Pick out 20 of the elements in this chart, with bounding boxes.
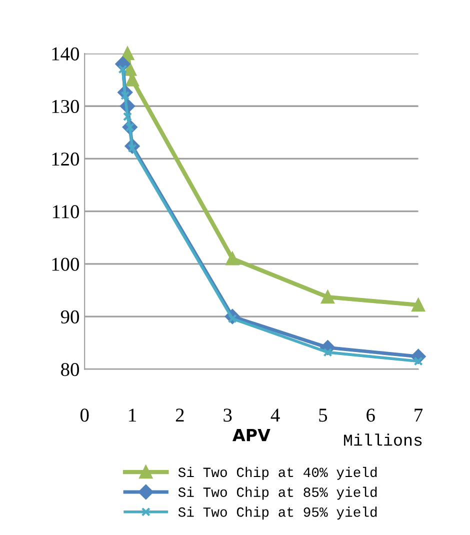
y-tick-label: 100 <box>52 258 79 271</box>
text: Millions <box>344 434 422 446</box>
legend-label: Si Two Chip at 95% yield <box>178 506 377 520</box>
y-tick-label: 140 <box>52 47 79 60</box>
x-tick-label: 5 <box>319 408 328 422</box>
legend-label: Si Two Chip at 40% yield <box>178 466 377 480</box>
x-tick-label: 1 <box>129 408 136 422</box>
x-tick-label: 7 <box>414 408 423 422</box>
x-tick-label: 2 <box>176 408 184 422</box>
y-tick-label: 120 <box>52 152 79 166</box>
x-tick-label: 0 <box>80 408 89 422</box>
x-axis-title: APV <box>232 428 270 442</box>
x-tick-label: 3 <box>224 408 232 422</box>
y-tick-label: 90 <box>60 310 79 324</box>
y-tick-label: 130 <box>52 100 79 114</box>
x-tick-label: 4 <box>270 408 280 422</box>
y-tick-label: 80 <box>61 362 79 376</box>
legend-label: Si Two Chip at 85% yield <box>178 486 377 500</box>
x-tick-label: 6 <box>366 408 375 422</box>
y-tick-label: 110 <box>53 205 79 218</box>
